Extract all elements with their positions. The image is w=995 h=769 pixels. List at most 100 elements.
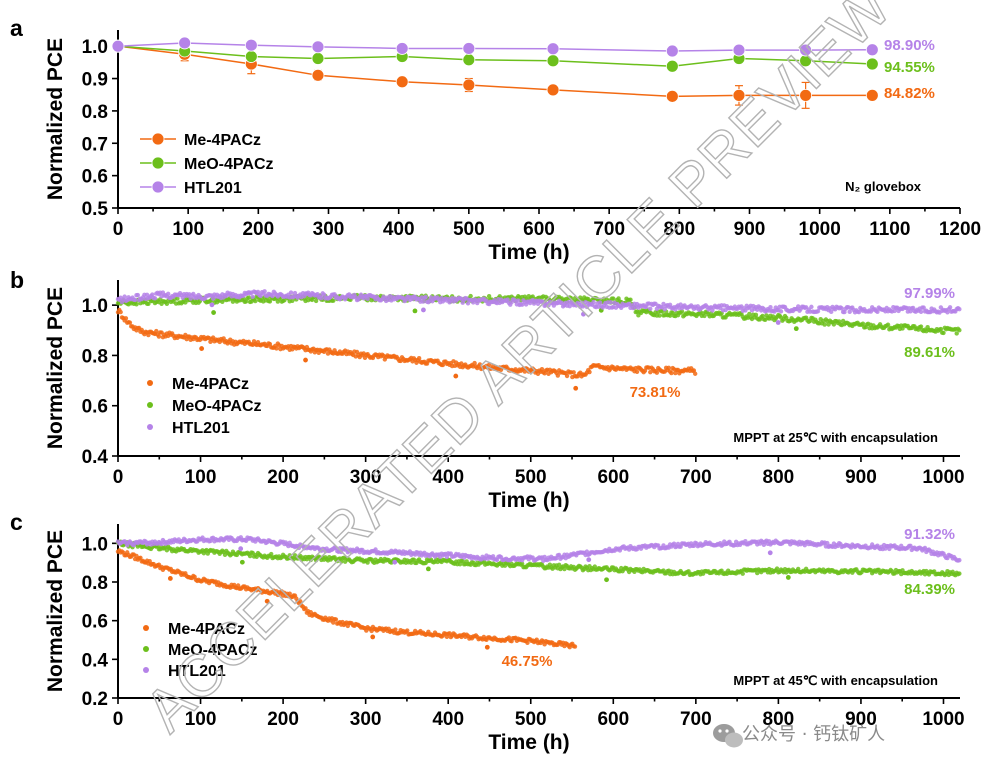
data-point <box>122 294 127 299</box>
data-point <box>865 57 879 71</box>
series-me-4pacz: 73.81% <box>115 307 698 401</box>
panel-b: b 0 100 200 300 400 500 600 700 800 900 1000 0.4 0.6 0… <box>10 267 965 512</box>
panel-letter: a <box>10 15 23 41</box>
data-point <box>138 555 143 561</box>
outlier-point <box>573 385 579 391</box>
outlier-point <box>793 326 799 332</box>
x-axis-title: Time (h) <box>488 731 569 754</box>
data-point <box>123 316 129 321</box>
data-point <box>648 369 653 375</box>
data-point <box>165 291 171 296</box>
data-point <box>665 89 679 103</box>
condition-label: N₂ glovebox <box>845 179 922 194</box>
x-tick-label: 1000 <box>922 709 964 730</box>
data-point <box>486 294 492 299</box>
panel-letter: b <box>10 267 24 293</box>
data-point <box>405 628 410 633</box>
outlier-point <box>785 575 791 580</box>
data-point <box>332 292 337 297</box>
panel-a: a 0 100 200 300 400 500 600 700 800 900 1000 1100 120… <box>10 15 981 264</box>
data-point <box>671 541 677 546</box>
data-point <box>829 309 834 315</box>
y-tick-label: 1.0 <box>82 37 108 58</box>
data-point <box>957 557 962 563</box>
y-tick-label: 0.2 <box>82 689 108 710</box>
legend-label: HTL201 <box>184 180 242 197</box>
x-tick-label: 100 <box>185 467 217 488</box>
watermark: ACCELERATED ARTICLE PREVIEW <box>132 0 904 744</box>
data-point <box>654 370 660 375</box>
data-point <box>468 293 473 299</box>
data-point <box>486 362 492 367</box>
y-axis-title: Normalized PCE <box>44 38 67 200</box>
legend-marker <box>143 667 149 673</box>
data-point <box>420 299 426 304</box>
legend-label: HTL201 <box>172 420 230 437</box>
x-tick-label: 700 <box>680 467 712 488</box>
x-tick-label: 100 <box>172 219 204 240</box>
data-point <box>567 304 572 309</box>
data-point <box>608 300 613 305</box>
data-point <box>555 373 561 378</box>
legend-entry-htl201: HTL201 <box>140 180 242 197</box>
data-point <box>462 42 476 55</box>
x-tick-label: 0 <box>113 219 124 240</box>
x-tick-label: 400 <box>432 709 464 730</box>
y-tick-label: 0.8 <box>82 573 108 594</box>
y-tick-label: 0.6 <box>82 397 108 418</box>
outlier-point <box>303 357 308 363</box>
y-tick-label: 0.5 <box>82 199 109 220</box>
data-point <box>753 312 759 318</box>
x-tick-label: 100 <box>185 709 217 730</box>
x-tick-label: 0 <box>113 709 124 730</box>
x-axis-title: Time (h) <box>488 241 569 264</box>
x-tick-label: 300 <box>350 467 382 488</box>
data-point <box>152 296 158 301</box>
x-tick-label: 700 <box>680 709 712 730</box>
outlier-point <box>211 310 216 315</box>
data-point <box>253 298 258 304</box>
y-tick-label: 1.0 <box>82 534 108 555</box>
x-tick-label: 900 <box>845 709 877 730</box>
data-point <box>321 292 327 297</box>
y-tick-label: 0.4 <box>82 650 109 671</box>
end-label: 89.61% <box>904 344 955 361</box>
data-point <box>519 561 525 567</box>
data-point <box>665 44 679 58</box>
x-tick-label: 200 <box>267 709 299 730</box>
data-point <box>842 309 847 315</box>
y-axis-title: Normalized PCE <box>44 530 67 692</box>
data-point <box>395 75 409 89</box>
series-htl201: 98.90% <box>111 36 935 58</box>
legend-marker <box>147 380 153 386</box>
x-tick-label: 500 <box>515 709 547 730</box>
data-point <box>957 328 962 333</box>
data-point <box>825 540 830 546</box>
legend-label: MeO-4PACz <box>172 398 262 415</box>
outlier-point <box>370 634 376 640</box>
outlier-point <box>238 546 244 552</box>
data-point <box>628 297 633 302</box>
outlier-point <box>209 302 215 308</box>
legend-entry-me-4pacz: Me-4PACz <box>140 132 261 149</box>
outlier-point <box>767 550 773 556</box>
brand-text: 公众号 · 钙钛矿人 <box>742 724 885 745</box>
data-point <box>472 360 477 366</box>
y-tick-label: 0.9 <box>82 70 108 91</box>
data-point <box>244 38 258 52</box>
x-tick-label: 600 <box>597 467 629 488</box>
data-point <box>462 53 476 67</box>
data-point <box>666 365 671 370</box>
data-point <box>865 88 879 102</box>
x-tick-label: 600 <box>523 219 555 240</box>
outlier-point <box>604 577 609 583</box>
series-line <box>117 42 873 52</box>
data-point <box>111 39 125 53</box>
data-point <box>290 298 295 303</box>
data-point <box>778 309 784 314</box>
end-label: 94.55% <box>884 59 935 76</box>
data-point <box>462 78 476 92</box>
data-point <box>918 309 924 314</box>
x-tick-label: 200 <box>242 219 274 240</box>
